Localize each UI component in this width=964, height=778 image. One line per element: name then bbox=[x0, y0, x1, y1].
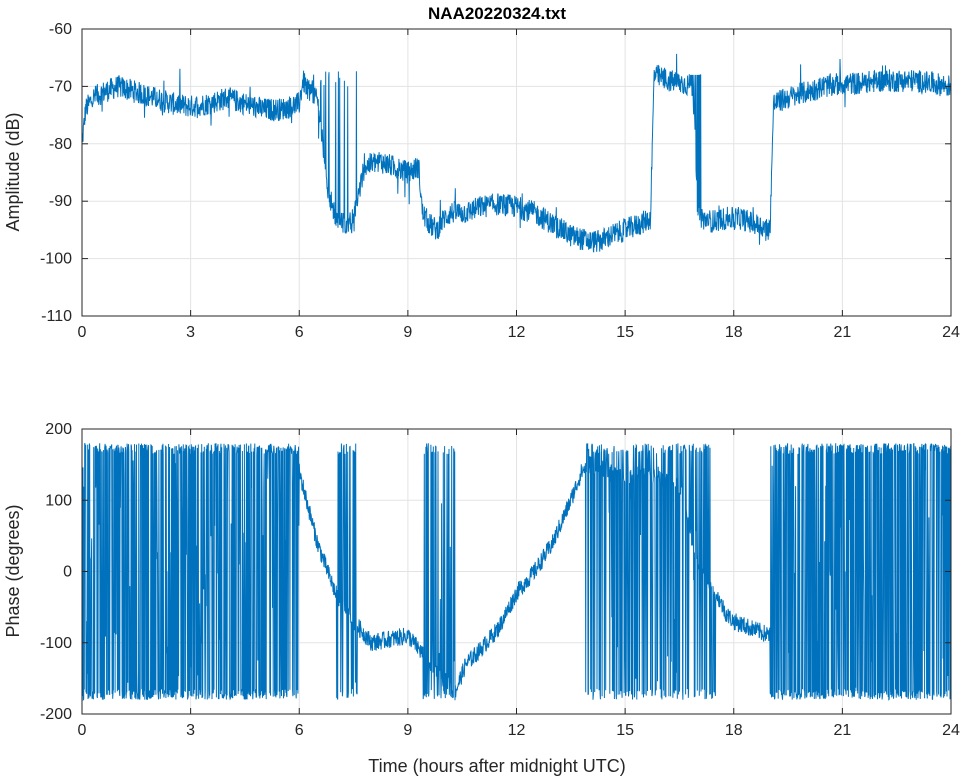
amplitude-ytick-label: -110 bbox=[41, 308, 72, 325]
amplitude-ytick-label: -70 bbox=[49, 78, 72, 95]
phase-ytick-label: -100 bbox=[40, 635, 72, 652]
amplitude-ytick-label: -90 bbox=[49, 193, 72, 210]
phase-xtick-label: 21 bbox=[833, 722, 851, 739]
phase-ytick-label: 0 bbox=[63, 564, 72, 581]
phase-ytick-label: 100 bbox=[45, 492, 72, 509]
amplitude-xtick-label: 21 bbox=[833, 324, 851, 341]
phase-xtick-label: 15 bbox=[616, 722, 634, 739]
phase-xtick-label: 9 bbox=[403, 722, 412, 739]
amplitude-grid bbox=[81, 28, 952, 317]
phase-xlabel: Time (hours after midnight UTC) bbox=[368, 756, 625, 776]
amplitude-ytick-label: -100 bbox=[40, 251, 72, 268]
phase-xtick-label: 24 bbox=[942, 722, 960, 739]
phase-xtick-label: 6 bbox=[295, 722, 304, 739]
amplitude-xtick-label: 6 bbox=[295, 324, 304, 341]
amplitude-xtick-label: 15 bbox=[616, 324, 634, 341]
amplitude-axes: NAA20220324.txt 0 3 6 9 12 15 18 21 24 -60 -70 -80 -… bbox=[3, 4, 960, 341]
phase-xtick-label: 12 bbox=[508, 722, 526, 739]
chart-title: NAA20220324.txt bbox=[428, 4, 566, 23]
amplitude-series-line bbox=[82, 53, 951, 253]
amplitude-xtick-label: 0 bbox=[78, 324, 87, 341]
amplitude-xtick-label: 3 bbox=[186, 324, 195, 341]
phase-series-line bbox=[82, 442, 951, 702]
phase-xtick-label: 0 bbox=[78, 722, 87, 739]
amplitude-xtick-label: 9 bbox=[403, 324, 412, 341]
amplitude-xtick-label: 18 bbox=[725, 324, 743, 341]
amplitude-ytick-label: -60 bbox=[49, 21, 72, 38]
phase-axes: 0 3 6 9 12 15 18 21 24 200 100 0 -100 -200 Phase (deg… bbox=[3, 421, 960, 776]
amplitude-ticks: 0 3 6 9 12 15 18 21 24 -60 -70 -80 -90 -100 -110 bbox=[40, 21, 960, 341]
amplitude-ylabel: Amplitude (dB) bbox=[3, 112, 23, 231]
amplitude-series-path bbox=[82, 53, 951, 253]
phase-xtick-label: 18 bbox=[725, 722, 743, 739]
phase-series-path bbox=[82, 442, 951, 702]
phase-ylabel: Phase (degrees) bbox=[3, 504, 23, 637]
phase-ticks: 0 3 6 9 12 15 18 21 24 200 100 0 -100 -200 bbox=[40, 421, 960, 739]
phase-xtick-label: 3 bbox=[186, 722, 195, 739]
amplitude-xtick-label: 24 bbox=[942, 324, 960, 341]
amplitude-xtick-label: 12 bbox=[508, 324, 526, 341]
phase-ytick-label: -200 bbox=[40, 706, 72, 723]
amplitude-ytick-label: -80 bbox=[49, 136, 72, 153]
phase-ytick-label: 200 bbox=[45, 421, 72, 438]
